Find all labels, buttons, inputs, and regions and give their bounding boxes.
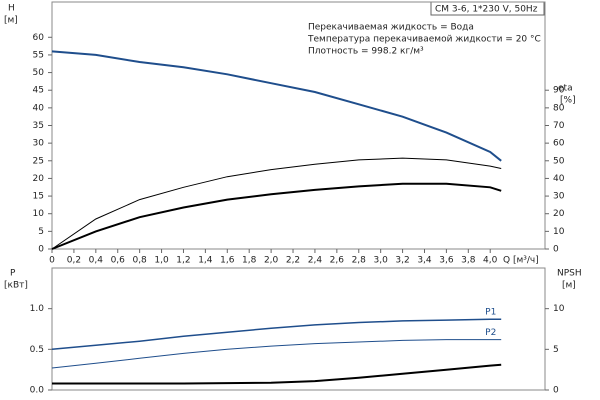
x-label: Q [м³/ч] — [503, 256, 539, 266]
y-unit: [м] — [4, 16, 18, 26]
x-tick-label: 0 — [49, 256, 55, 266]
y2-tick-label: 0 — [553, 386, 559, 396]
annotation: Перекачиваемая жидкость = Вода — [308, 23, 474, 33]
x-tick-label: 0,2 — [67, 256, 81, 266]
curve — [51, 182, 502, 250]
y-tick-label: 0.5 — [30, 345, 44, 355]
y2-unit: [м] — [562, 281, 576, 291]
y2-tick-label: 70 — [553, 121, 565, 131]
curve — [52, 363, 502, 385]
y2-tick-label: 90 — [553, 86, 565, 96]
curve — [51, 50, 502, 162]
y-tick-label: 1.0 — [30, 304, 45, 314]
annotation: Плотность = 998.2 кг/м³ — [308, 47, 424, 57]
y2-tick-label: 30 — [553, 192, 565, 202]
plot-frame — [51, 267, 546, 391]
x-tick-label: 0,6 — [111, 256, 126, 266]
x-tick-label: 2,8 — [352, 256, 367, 266]
y2-tick-label: 40 — [553, 174, 565, 184]
y2-label: NPSH — [557, 269, 582, 279]
y2-tick-label: 50 — [553, 156, 565, 166]
curve-label: P1 — [485, 308, 496, 318]
y2-tick-label: 5 — [553, 345, 559, 355]
y2-tick-label: 10 — [553, 227, 565, 237]
y-tick-label: 5 — [38, 227, 44, 237]
x-tick-label: 2,4 — [308, 256, 323, 266]
y-tick-label: 45 — [33, 86, 44, 96]
y2-unit: [%] — [560, 96, 576, 106]
x-tick-label: 1,8 — [242, 256, 257, 266]
y-tick-label: 20 — [33, 174, 45, 184]
x-tick-label: 3,8 — [461, 256, 476, 266]
y2-tick-label: 60 — [553, 139, 565, 149]
y-tick-label: 10 — [33, 209, 45, 219]
x-tick-label: 4,0 — [483, 256, 498, 266]
y-tick-label: 0.0 — [30, 386, 45, 396]
x-tick-label: 3,4 — [417, 256, 432, 266]
x-tick-label: 1,6 — [220, 256, 235, 266]
y2-tick-label: 0 — [553, 245, 559, 255]
x-tick-label: 2,6 — [330, 256, 345, 266]
y-tick-label: 50 — [33, 68, 45, 78]
y-tick-label: 15 — [33, 192, 44, 202]
y-tick-label: 35 — [33, 121, 44, 131]
model: CM 3-6, 1*230 V, 50Hz — [435, 5, 538, 15]
x-tick-label: 3,6 — [439, 256, 454, 266]
x-tick-label: 2,2 — [286, 256, 300, 266]
x-tick-label: 1,4 — [198, 256, 213, 266]
x-tick-label: 0,8 — [132, 256, 147, 266]
y2-tick-label: 20 — [553, 209, 565, 219]
y-unit: [кВт] — [4, 281, 28, 291]
curve-label: P2 — [485, 328, 496, 338]
x-tick-label: 0,4 — [89, 256, 104, 266]
x-tick-label: 3,0 — [374, 256, 389, 266]
y-tick-label: 60 — [33, 33, 45, 43]
curve — [51, 318, 502, 351]
y-tick-label: 40 — [33, 103, 45, 113]
x-tick-label: 3,2 — [395, 256, 409, 266]
y2-tick-label: 80 — [553, 103, 565, 113]
y-tick-label: 55 — [33, 50, 44, 60]
y-tick-label: 0 — [38, 245, 44, 255]
y-tick-label: 25 — [33, 156, 44, 166]
x-tick-label: 1,0 — [154, 256, 169, 266]
x-tick-label: 2,0 — [264, 256, 279, 266]
y2-tick-label: 10 — [553, 304, 565, 314]
annotation: Температура перекачиваемой жидкости = 20… — [307, 35, 541, 45]
y-label: H — [8, 4, 15, 14]
x-tick-label: 1,2 — [176, 256, 190, 266]
y-tick-label: 30 — [33, 139, 45, 149]
y2-label: eta — [558, 84, 573, 94]
curve — [51, 157, 502, 250]
curve — [51, 339, 502, 369]
y-label: P — [10, 269, 16, 279]
